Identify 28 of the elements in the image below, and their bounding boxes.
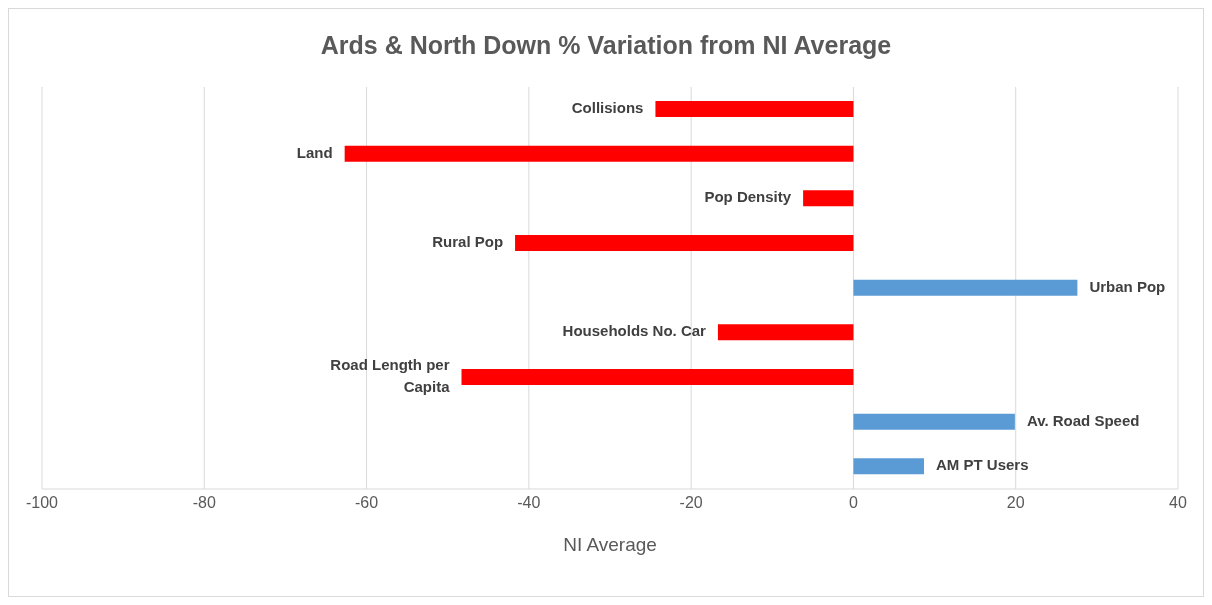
x-axis-title: NI Average xyxy=(563,534,657,555)
bar xyxy=(461,369,854,385)
y-tick-label: Urban Pop xyxy=(1089,277,1166,295)
x-tick-label: -40 xyxy=(517,494,541,512)
x-tick-label: 40 xyxy=(1169,494,1187,512)
bar xyxy=(853,279,1078,296)
y-tick-label: Av. Road Speed xyxy=(1026,411,1140,429)
bar xyxy=(803,190,854,207)
x-tick-label: 0 xyxy=(848,494,858,512)
x-tick-label: 20 xyxy=(1006,494,1025,512)
y-tick-label: Rural Pop xyxy=(432,232,504,250)
chart-title: Ards & North Down % Variation from NI Average xyxy=(319,30,893,61)
y-tick-label: Land xyxy=(296,143,333,161)
bar xyxy=(344,145,854,162)
y-tick-label: Collisions xyxy=(571,98,644,116)
y-tick-label: Households No. Car xyxy=(562,322,707,340)
x-tick-label: -60 xyxy=(355,494,379,512)
x-tick-label: -20 xyxy=(679,494,703,512)
bar xyxy=(655,101,854,117)
y-tick-label: Road Length per Capita xyxy=(330,355,451,395)
x-tick-label: -80 xyxy=(192,494,216,512)
bar xyxy=(515,235,854,251)
y-tick-label: AM PT Users xyxy=(936,456,1029,474)
bar xyxy=(853,413,1015,430)
y-tick-label: Pop Density xyxy=(704,188,792,206)
bar xyxy=(853,458,925,475)
bar xyxy=(717,324,854,341)
x-tick-label: -100 xyxy=(25,494,59,512)
